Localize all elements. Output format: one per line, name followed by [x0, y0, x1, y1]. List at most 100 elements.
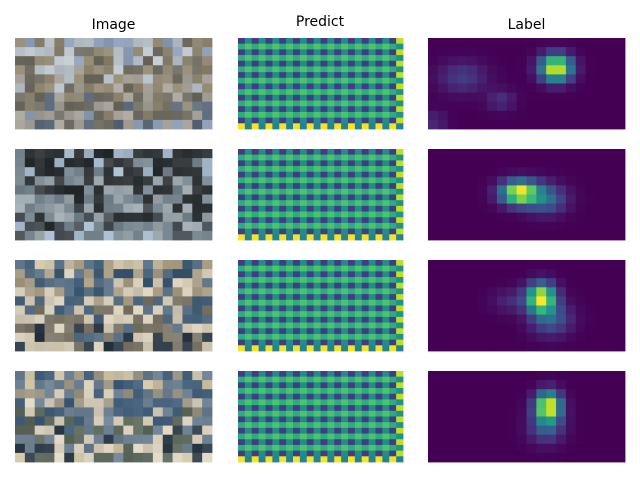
label-cell [467, 305, 478, 315]
predict-cell [368, 200, 376, 207]
predict-cell [382, 72, 390, 79]
predict-cell [313, 160, 321, 167]
predict-cell [348, 234, 356, 241]
label-cell [605, 83, 616, 93]
label-cell [605, 443, 616, 454]
image-pixel [54, 167, 65, 177]
label-cell [546, 47, 557, 57]
predict-cell [396, 422, 404, 429]
predict-cell [341, 66, 349, 73]
label-cell [546, 269, 557, 279]
label-cell [516, 92, 527, 103]
predict-cell [334, 316, 342, 323]
image-pixel [103, 74, 114, 84]
image-pixel [192, 380, 203, 390]
label-cell [516, 443, 527, 454]
label-cell [526, 443, 537, 454]
predict-cell [293, 194, 301, 201]
predict-cell [313, 322, 321, 329]
label-cell [437, 260, 449, 270]
label-cell [575, 212, 586, 223]
predict-cell [382, 422, 390, 429]
predict-cell [313, 393, 321, 400]
predict-cell [389, 177, 397, 184]
label-cell [575, 110, 586, 121]
image-pixel [152, 332, 164, 343]
label-panel [428, 260, 626, 352]
predict-cell [258, 393, 266, 400]
image-pixel [34, 443, 45, 454]
image-pixel [152, 278, 164, 288]
label-cell [536, 398, 547, 408]
predict-cell [320, 316, 328, 323]
image-pixel [162, 149, 173, 159]
label-cell [595, 452, 606, 463]
label-cell [595, 341, 606, 352]
predict-cell [334, 299, 342, 306]
predict-cell [348, 188, 356, 195]
label-cell [496, 158, 508, 168]
label-cell [437, 341, 449, 352]
predict-cell [382, 410, 390, 417]
label-cell [536, 221, 547, 232]
predict-cell [279, 194, 287, 201]
image-pixel [15, 149, 26, 159]
label-cell [575, 65, 586, 75]
predict-cell [293, 200, 301, 207]
label-cell [516, 47, 527, 57]
predict-cell [361, 328, 370, 335]
predict-cell [293, 416, 301, 423]
label-cell [565, 305, 577, 315]
image-pixel [64, 287, 75, 297]
predict-cell [293, 205, 301, 212]
label-panel [428, 38, 626, 130]
predict-cell [396, 211, 404, 218]
predict-cell [389, 333, 397, 341]
predict-cell [251, 427, 260, 434]
predict-cell [375, 149, 383, 156]
label-cell [565, 194, 577, 204]
predict-cell [286, 83, 294, 90]
label-cell [477, 341, 488, 352]
predict-cell [320, 410, 328, 417]
predict-cell [368, 177, 376, 184]
predict-cell [348, 345, 356, 352]
image-pixel [103, 194, 114, 204]
predict-cell [238, 416, 246, 423]
image-pixel [34, 74, 45, 84]
predict-cell [327, 399, 335, 406]
predict-cell [389, 271, 397, 278]
predict-cell [341, 160, 349, 167]
predict-cell [258, 433, 266, 440]
predict-cell [327, 217, 335, 224]
image-pixel [74, 149, 85, 159]
image-pixel [133, 167, 144, 177]
label-cell [457, 443, 468, 454]
predict-cell [238, 171, 246, 178]
predict-cell [361, 376, 370, 383]
image-pixel [64, 83, 75, 93]
label-cell [546, 38, 557, 48]
predict-cell [334, 89, 342, 96]
predict-cell [396, 322, 404, 329]
image-pixel [93, 305, 105, 315]
image-pixel [192, 371, 203, 381]
predict-cell [354, 416, 363, 423]
predict-cell [354, 288, 363, 295]
image-pixel [83, 38, 95, 48]
label-cell [496, 434, 508, 445]
predict-cell [313, 55, 321, 62]
image-pixel [123, 416, 134, 426]
predict-cell [389, 339, 397, 346]
label-cell [536, 452, 547, 463]
image-pixel [64, 260, 75, 270]
label-cell [437, 425, 449, 436]
label-cell [565, 185, 577, 195]
predict-cell [341, 177, 349, 184]
image-pixel [103, 260, 114, 270]
image-pixel [93, 185, 105, 195]
label-cell [477, 83, 488, 93]
predict-cell [382, 83, 390, 90]
predict-cell [293, 38, 301, 45]
image-pixel [143, 380, 154, 390]
